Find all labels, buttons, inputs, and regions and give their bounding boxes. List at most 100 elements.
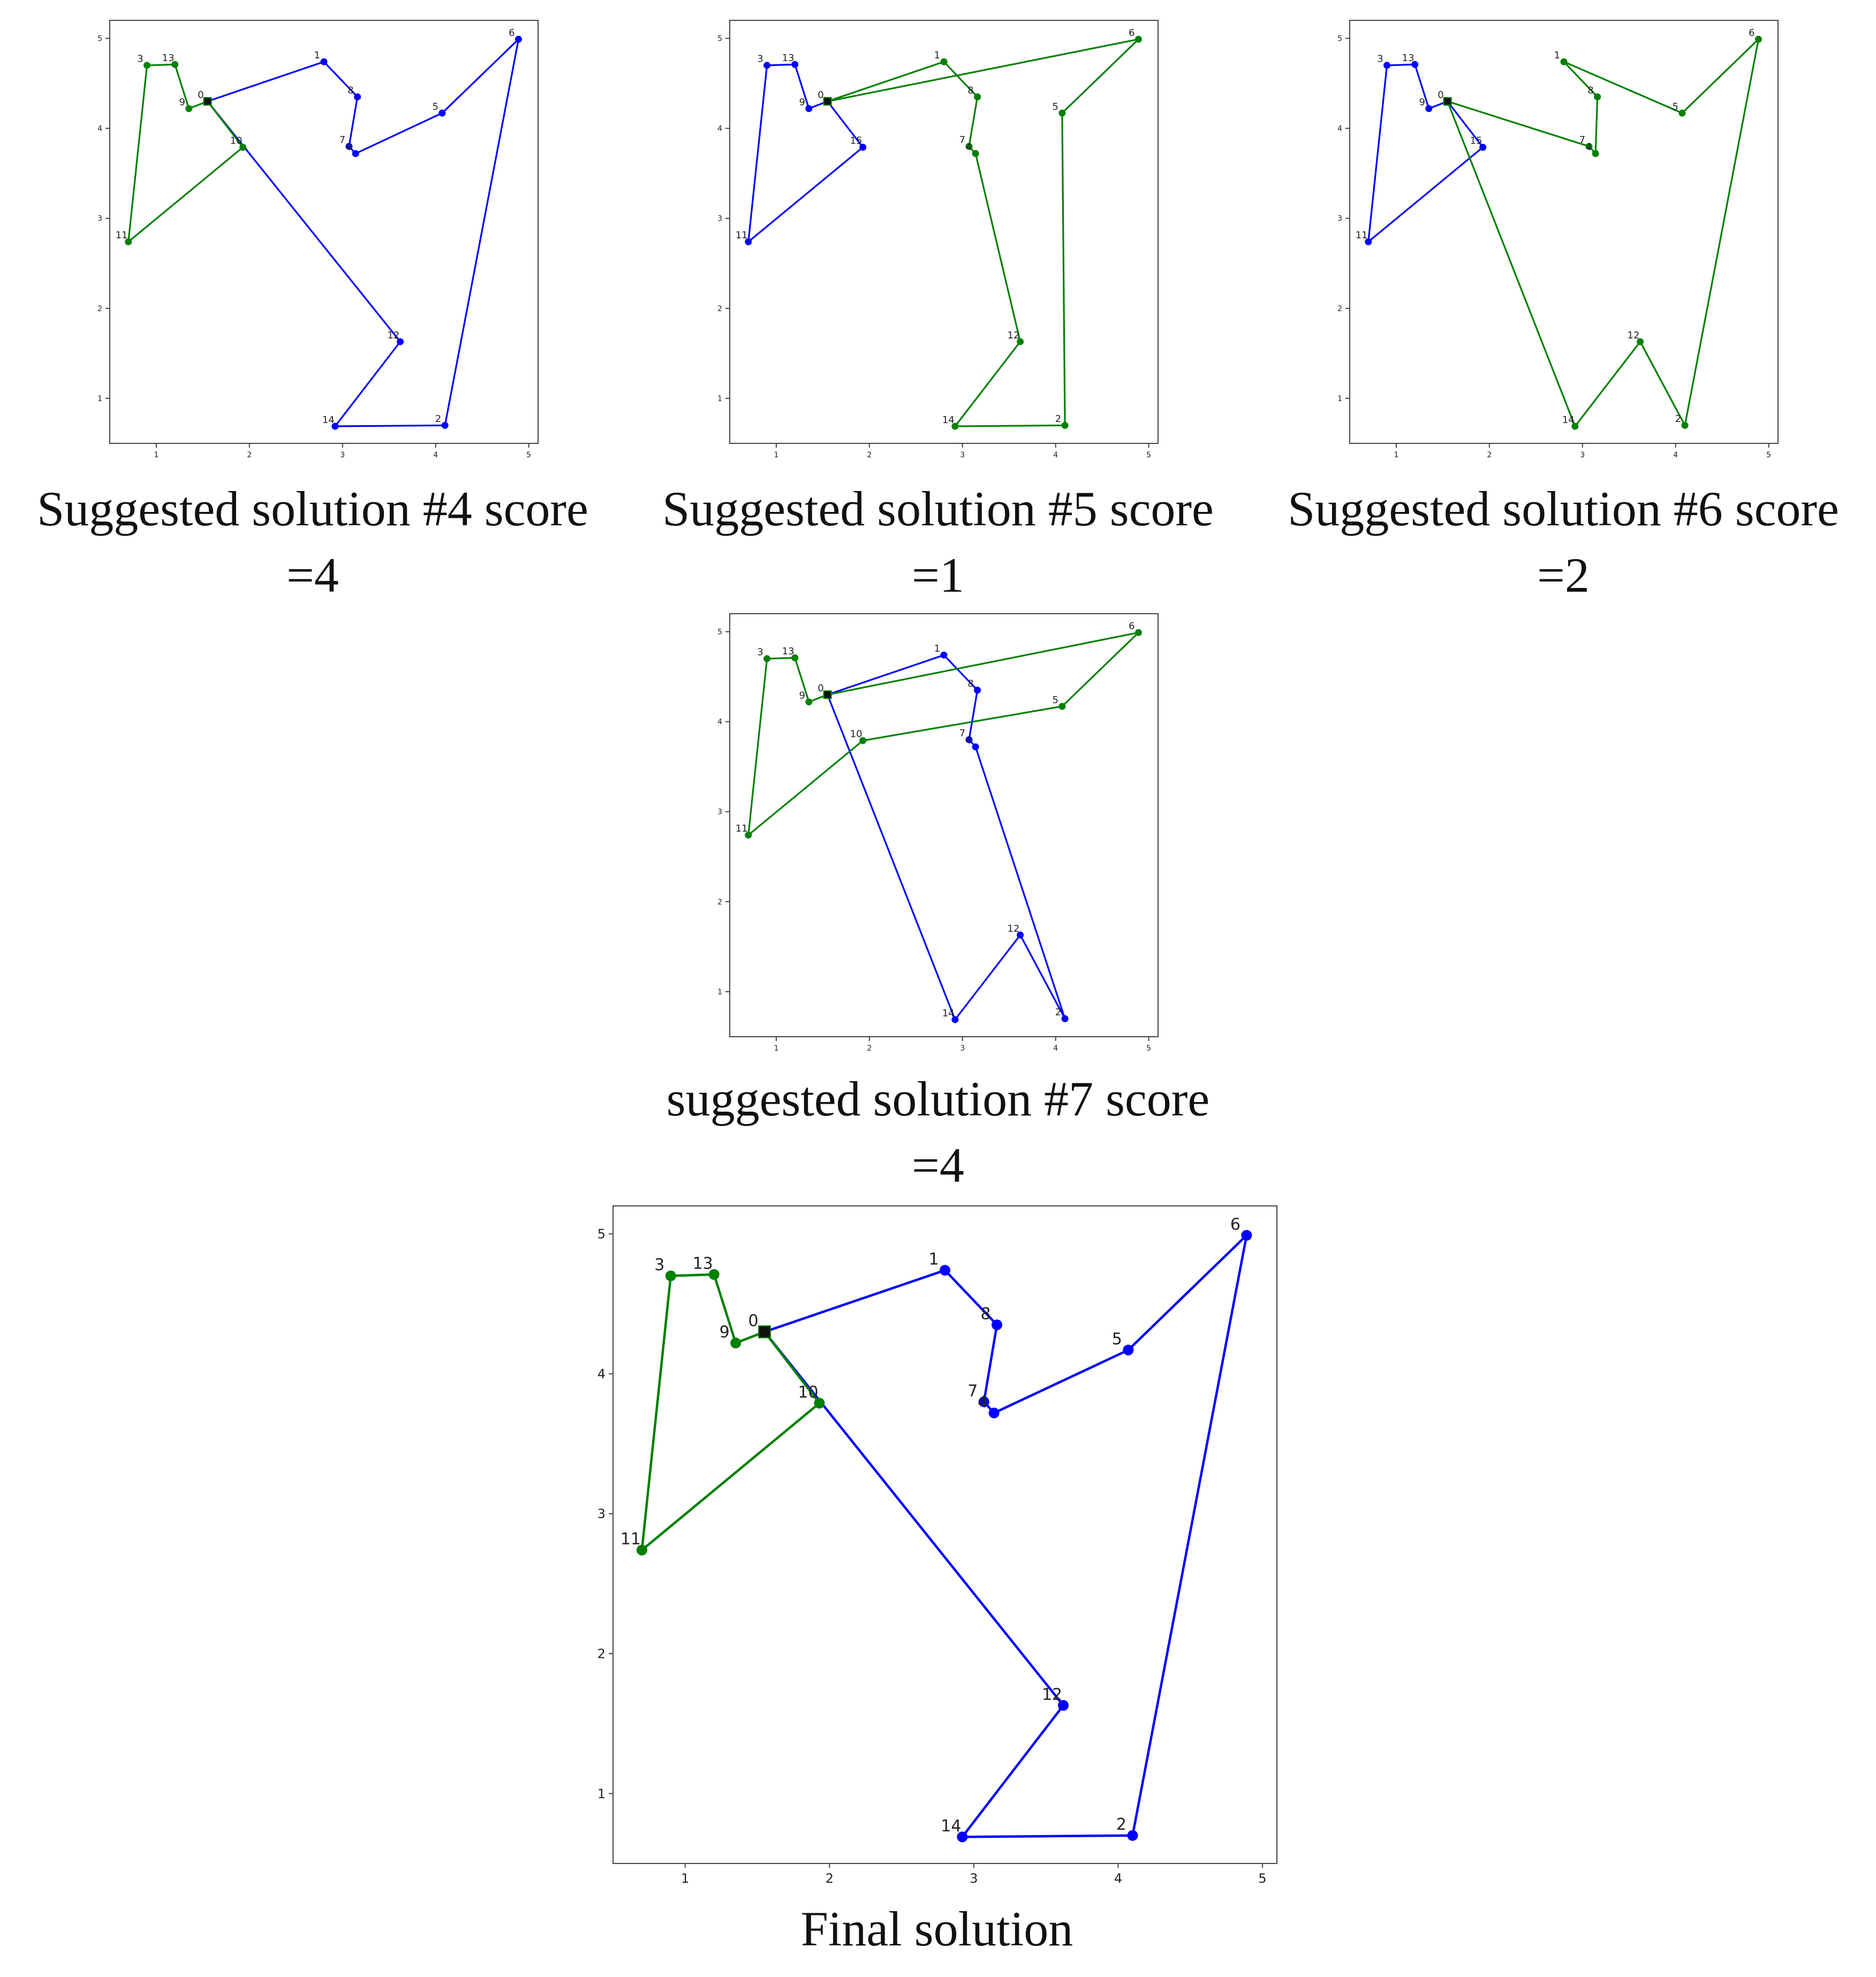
- route-line-1: [763, 1234, 1248, 1838]
- node-label: 3: [757, 54, 763, 65]
- node-label: 0: [748, 1312, 758, 1331]
- caption-score: =4: [912, 1138, 964, 1193]
- node-label: 4: [346, 141, 352, 153]
- x-tick-label: 4: [1114, 1871, 1122, 1886]
- node-point: [665, 1270, 676, 1281]
- node-label: 12: [1008, 923, 1020, 934]
- x-tick-label: 2: [247, 451, 252, 459]
- y-tick-label: 1: [597, 1786, 606, 1801]
- x-tick-label: 1: [681, 1871, 689, 1886]
- plot-frame: [729, 20, 1159, 444]
- node-point: [125, 238, 132, 245]
- node-label: 4: [1586, 141, 1592, 153]
- caption-solution-5: Suggested solution #5 score =1: [625, 476, 1251, 608]
- depot-marker: [823, 690, 832, 699]
- node-point: [951, 422, 959, 430]
- node-point: [972, 150, 979, 157]
- x-tick-label: 3: [960, 451, 965, 459]
- route-line-2: [747, 631, 1140, 836]
- node-point: [988, 1407, 1000, 1418]
- y-tick-label: 2: [717, 305, 722, 313]
- node-point: [791, 654, 799, 661]
- y-tick-label: 3: [97, 215, 102, 223]
- chart-panel-solution-4: 1 2 3 4 5 1 2 3 4 5 0 1 2 3 4 5 6 7 8 9 10 11 12 13 14 Suggested…: [0, 0, 625, 605]
- node-label: 5: [1673, 101, 1678, 112]
- node-label: 8: [347, 85, 353, 96]
- node-label: 9: [799, 690, 805, 701]
- node-point: [708, 1269, 720, 1280]
- node-label: 1: [934, 50, 940, 61]
- plot-frame: [729, 613, 1159, 1037]
- node-point: [940, 1265, 950, 1276]
- caption-score: =4: [286, 548, 339, 602]
- x-tick-label: 4: [1673, 451, 1678, 459]
- y-tick-label: 4: [1337, 125, 1342, 133]
- node-label: 7: [959, 134, 965, 146]
- node-label: 11: [116, 230, 128, 241]
- node-label: 10: [798, 1383, 818, 1402]
- node-point: [745, 238, 752, 245]
- node-point: [1585, 142, 1593, 150]
- node-point: [805, 698, 813, 706]
- node-label: 11: [736, 823, 748, 834]
- node-point: [1058, 703, 1066, 710]
- route-line-1: [827, 654, 1066, 1021]
- node-point: [814, 1398, 825, 1409]
- node-label: 4: [966, 735, 972, 746]
- x-tick-label: 2: [826, 1871, 834, 1886]
- caption-solution-6: Suggested solution #6 score =2: [1251, 476, 1876, 608]
- node-point: [859, 144, 867, 151]
- caption-final-solution: Final solution: [546, 1896, 1328, 1962]
- node-point: [1061, 421, 1069, 429]
- x-tick-label: 4: [1053, 451, 1058, 459]
- x-tick-label: 2: [867, 451, 872, 459]
- node-label: 0: [1438, 89, 1443, 101]
- node-point: [1134, 629, 1142, 636]
- route-line-1: [747, 63, 864, 243]
- route-line-2: [127, 63, 244, 243]
- node-label: 3: [654, 1256, 664, 1274]
- node-label: 13: [782, 52, 795, 64]
- node-label: 3: [757, 647, 763, 658]
- node-point: [805, 105, 813, 112]
- x-tick-label: 2: [867, 1044, 872, 1053]
- node-label: 10: [230, 135, 243, 147]
- x-tick-label: 1: [154, 451, 158, 459]
- node-point: [1592, 150, 1599, 157]
- node-point: [1560, 58, 1568, 65]
- node-label: 5: [1053, 101, 1058, 112]
- caption-score: =2: [1537, 548, 1590, 602]
- x-tick-label: 1: [1394, 451, 1398, 459]
- x-tick-label: 1: [774, 1044, 778, 1053]
- node-label: 8: [967, 678, 973, 690]
- node-label: 14: [1562, 414, 1575, 426]
- node-label: 12: [1008, 330, 1020, 341]
- x-tick-label: 3: [970, 1871, 978, 1886]
- node-label: 3: [1377, 54, 1383, 65]
- node-point: [1241, 1229, 1252, 1241]
- node-label: 12: [1628, 330, 1640, 341]
- node-label: 9: [720, 1323, 730, 1342]
- node-label: 5: [1112, 1330, 1122, 1349]
- depot-marker: [758, 1325, 771, 1339]
- node-label: 10: [850, 729, 863, 740]
- node-label: 13: [1402, 52, 1414, 64]
- caption-title: suggested solution #7 score: [666, 1071, 1210, 1126]
- node-point: [730, 1338, 742, 1349]
- node-point: [320, 58, 328, 65]
- y-tick-label: 2: [97, 305, 102, 313]
- y-tick-label: 2: [597, 1646, 606, 1661]
- node-label: 14: [942, 414, 955, 426]
- node-label: 14: [942, 1008, 955, 1019]
- node-label: 1: [1554, 50, 1560, 61]
- y-tick-label: 5: [97, 35, 102, 43]
- depot-marker: [203, 97, 212, 106]
- route-line-1: [1367, 63, 1484, 243]
- node-label: 6: [1129, 621, 1134, 632]
- chart-panel-solution-5: 1 2 3 4 5 1 2 3 4 5 0 1 2 3 4 5 6 7 8 9 15 11 12 13 14 Suggested…: [625, 0, 1251, 605]
- node-point: [171, 61, 179, 68]
- node-point: [354, 93, 361, 101]
